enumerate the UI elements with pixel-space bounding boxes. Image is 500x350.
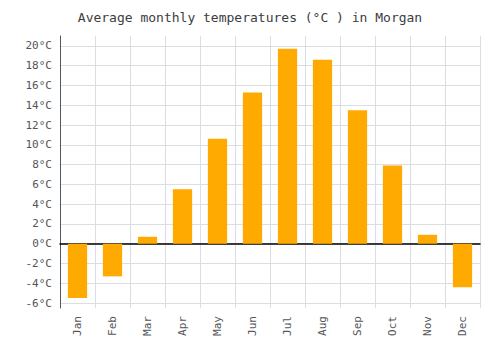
- svg-text:Jun: Jun: [246, 316, 259, 336]
- svg-text:20°C: 20°C: [26, 39, 53, 52]
- svg-text:May: May: [211, 316, 224, 336]
- svg-text:-2°C: -2°C: [26, 257, 53, 270]
- svg-text:Jul: Jul: [281, 316, 294, 336]
- svg-text:14°C: 14°C: [26, 99, 53, 112]
- svg-text:Sep: Sep: [351, 316, 364, 336]
- svg-text:Apr: Apr: [176, 316, 189, 336]
- svg-text:0°C: 0°C: [32, 237, 52, 250]
- svg-text:6°C: 6°C: [32, 178, 52, 191]
- svg-text:10°C: 10°C: [26, 138, 53, 151]
- svg-text:Jan: Jan: [71, 316, 84, 336]
- svg-text:-6°C: -6°C: [26, 297, 53, 310]
- svg-text:16°C: 16°C: [26, 79, 53, 92]
- svg-text:Feb: Feb: [106, 316, 119, 336]
- svg-text:Mar: Mar: [141, 316, 154, 336]
- svg-text:18°C: 18°C: [26, 59, 53, 72]
- svg-text:Nov: Nov: [421, 316, 434, 336]
- svg-text:2°C: 2°C: [32, 217, 52, 230]
- svg-text:8°C: 8°C: [32, 158, 52, 171]
- svg-text:Aug: Aug: [316, 316, 329, 336]
- svg-text:Oct: Oct: [386, 316, 399, 336]
- svg-text:-4°C: -4°C: [26, 277, 53, 290]
- svg-text:Average monthly temperatures (: Average monthly temperatures (°C ) in Mo…: [78, 10, 422, 25]
- svg-text:Dec: Dec: [456, 316, 469, 336]
- svg-text:12°C: 12°C: [26, 119, 53, 132]
- svg-text:4°C: 4°C: [32, 198, 52, 211]
